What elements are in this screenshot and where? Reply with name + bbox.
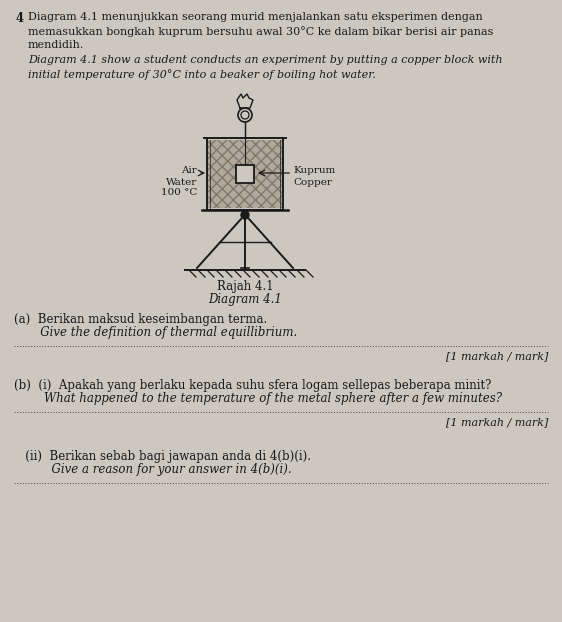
Text: Kuprum
Copper: Kuprum Copper [293, 166, 336, 187]
Text: Diagram 4.1 show a student conducts an experiment by putting a copper block with: Diagram 4.1 show a student conducts an e… [28, 55, 502, 80]
Text: 100 °C: 100 °C [161, 188, 197, 197]
Text: Give the definition of thermal equillibrium.: Give the definition of thermal equillibr… [14, 326, 297, 339]
Text: (ii)  Berikan sebab bagi jawapan anda di 4(b)(i).: (ii) Berikan sebab bagi jawapan anda di … [14, 450, 311, 463]
Circle shape [241, 211, 249, 219]
Text: (a)  Berikan maksud keseimbangan terma.: (a) Berikan maksud keseimbangan terma. [14, 313, 268, 326]
Text: (b)  (i)  Apakah yang berlaku kepada suhu sfera logam sellepas beberapa minit?: (b) (i) Apakah yang berlaku kepada suhu … [14, 379, 491, 392]
Text: [1 markah / mark]: [1 markah / mark] [446, 351, 548, 361]
Text: 4: 4 [16, 12, 24, 25]
Bar [236, 165, 254, 183]
Text: What happened to the temperature of the metal sphere after a few minutes?: What happened to the temperature of the … [14, 392, 502, 405]
Bar [208, 140, 282, 208]
Text: [1 markah / mark]: [1 markah / mark] [446, 417, 548, 427]
Text: Rajah 4.1: Rajah 4.1 [217, 280, 273, 293]
Text: Air
Water: Air Water [166, 166, 197, 187]
Text: Diagram 4.1: Diagram 4.1 [208, 293, 282, 306]
Text: Give a reason for your answer in 4(b)(i).: Give a reason for your answer in 4(b)(i)… [14, 463, 292, 476]
Text: Diagram 4.1 menunjukkan seorang murid menjalankan satu eksperimen dengan
memasuk: Diagram 4.1 menunjukkan seorang murid me… [28, 12, 493, 50]
